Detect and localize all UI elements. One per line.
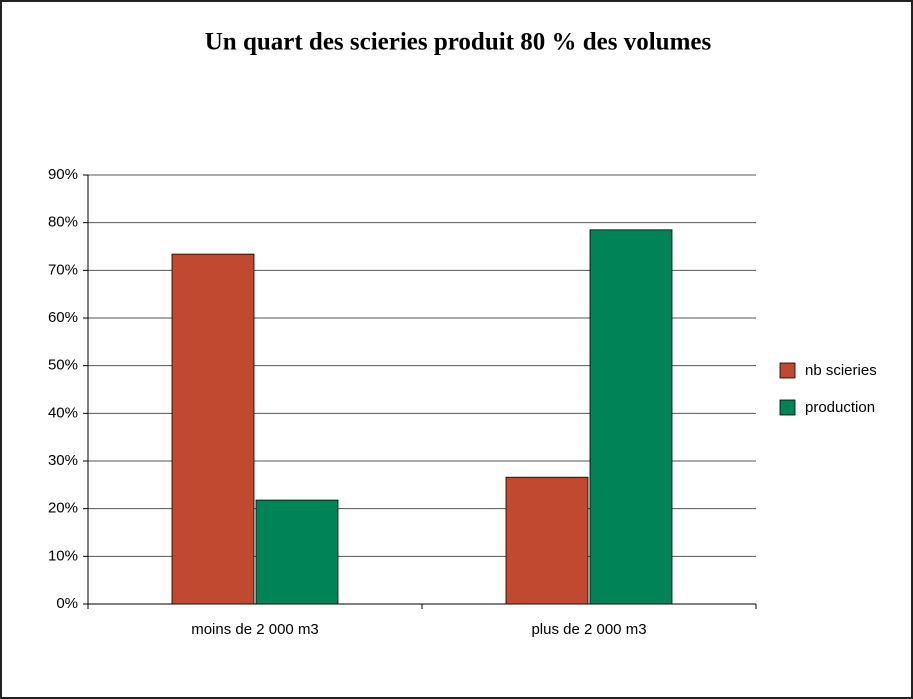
y-tick-label: 0% bbox=[56, 595, 78, 612]
bar bbox=[171, 253, 255, 605]
bar bbox=[505, 476, 589, 605]
x-tick-label: plus de 2 000 m3 bbox=[531, 621, 646, 638]
legend-swatch bbox=[779, 362, 796, 379]
y-tick-label: 70% bbox=[48, 261, 78, 278]
y-tick-label: 10% bbox=[48, 547, 78, 564]
y-tick-label: 80% bbox=[48, 214, 78, 231]
y-tick-label: 90% bbox=[48, 166, 78, 183]
bar bbox=[255, 499, 339, 605]
x-tick-label: moins de 2 000 m3 bbox=[191, 621, 319, 638]
chart-title: Un quart des scieries produit 80 % des v… bbox=[205, 29, 712, 56]
y-tick-label: 20% bbox=[48, 500, 78, 517]
y-tick-label: 30% bbox=[48, 452, 78, 469]
legend-label: nb scieries bbox=[805, 362, 877, 379]
bar bbox=[589, 229, 673, 605]
legend-swatch bbox=[779, 399, 796, 416]
legend-label: production bbox=[805, 399, 875, 416]
y-tick-label: 60% bbox=[48, 309, 78, 326]
y-tick-label: 40% bbox=[48, 404, 78, 421]
y-tick-label: 50% bbox=[48, 357, 78, 374]
